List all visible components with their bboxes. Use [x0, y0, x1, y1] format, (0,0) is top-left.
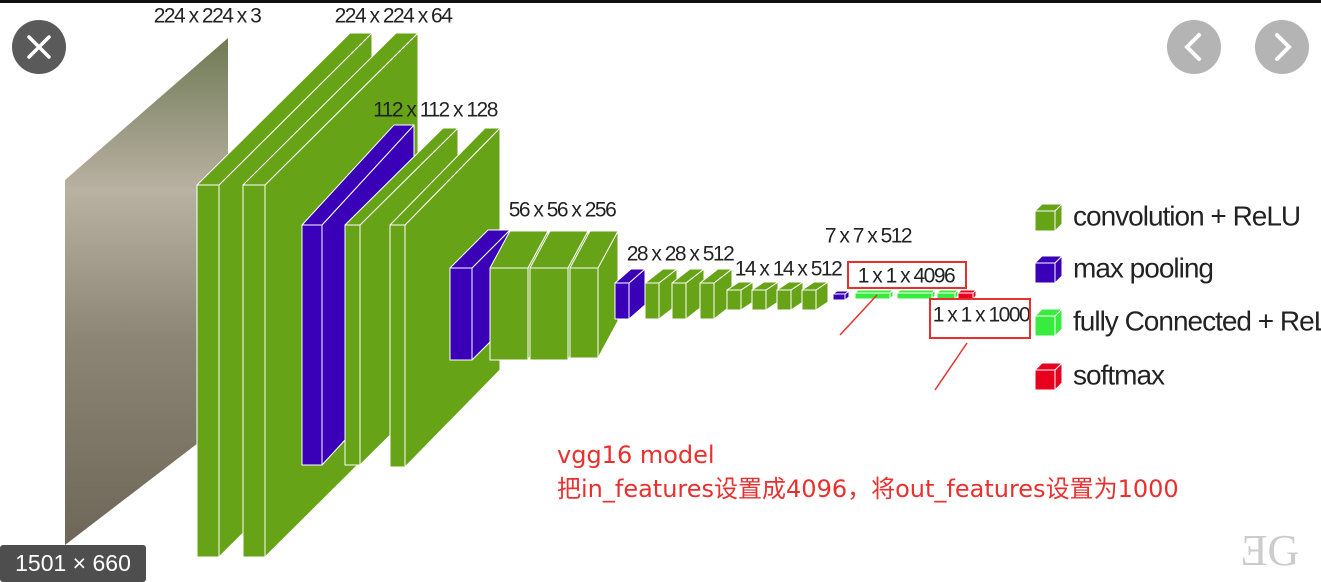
next-button[interactable]: [1255, 20, 1309, 74]
layer-block: [854, 292, 891, 300]
layer-block: [489, 267, 529, 361]
layer-block: [242, 184, 266, 558]
layer-block: [344, 224, 361, 466]
layer-block: [896, 292, 933, 300]
layer-label: 1 x 1 x 4096: [858, 265, 955, 288]
network-diagram: [196, 32, 1063, 558]
layer-block: [529, 267, 569, 361]
layer-label: 112 x 112 x 128: [373, 99, 498, 122]
layer-block: [389, 224, 406, 468]
layer-block: [644, 282, 660, 320]
layer-block: [671, 282, 687, 320]
legend-label: max pooling: [1073, 252, 1213, 283]
layer-block: [1034, 210, 1056, 232]
layer-block: [1034, 315, 1056, 337]
layer-label: 7 x 7 x 512: [825, 225, 912, 248]
layer-block: [726, 289, 742, 311]
highlight-box: [929, 298, 1031, 339]
layer-block: [301, 224, 323, 466]
layer-block: [569, 267, 599, 359]
size-badge: [0, 545, 146, 582]
layer-block: [1034, 262, 1056, 284]
layer-block: [776, 289, 792, 311]
logo: ƎG: [1241, 526, 1300, 575]
arrow: [934, 342, 968, 391]
annotation: 把in_features设置成4096，将out_features设置为1000: [557, 475, 1179, 503]
legend-label: softmax: [1073, 359, 1165, 390]
layer-block: [449, 267, 473, 361]
layer-block: [196, 184, 220, 558]
annotation: vgg16 model: [557, 441, 715, 469]
layer-block: [751, 289, 767, 311]
highlight-box: [847, 261, 967, 289]
layer-label: 1 x 1 x 1000: [933, 304, 1030, 327]
layer-block: [699, 282, 715, 320]
layer-block: [832, 293, 846, 301]
layer-block: [801, 289, 817, 311]
input-photo: [65, 38, 228, 545]
previous-button[interactable]: [1167, 20, 1221, 74]
layer-label: 28 x 28 x 512: [627, 243, 734, 266]
layer-label: 14 x 14 x 512: [735, 258, 842, 281]
image-size: 1501 × 660: [15, 550, 131, 576]
layer-label: 224 x 224 x 64: [335, 5, 454, 28]
layer-label: 56 x 56 x 256: [509, 199, 616, 222]
layer-block: [1034, 369, 1056, 391]
legend-label: convolution + ReLU: [1073, 200, 1300, 231]
layer-label: 224 x 224 x 3: [154, 5, 261, 28]
layer-block: [614, 282, 630, 320]
close-button[interactable]: [12, 20, 66, 74]
top-border: [0, 0, 1321, 3]
legend-label: fully Connected + ReLU: [1073, 305, 1321, 336]
arrow: [839, 294, 878, 336]
